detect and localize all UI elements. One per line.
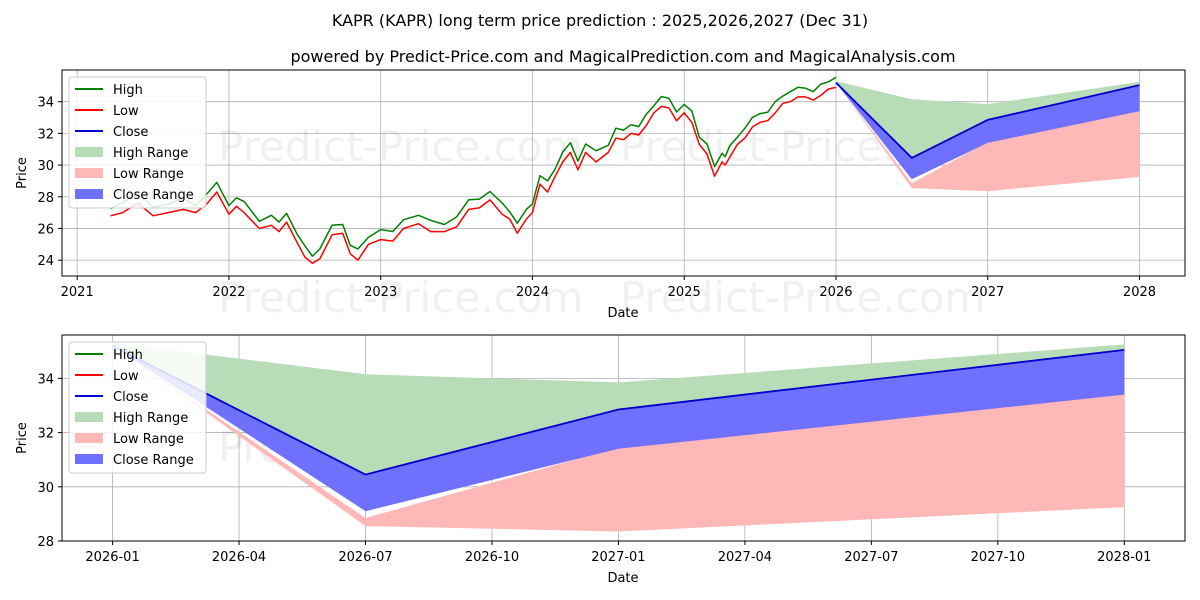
mid-watermark-right: Predict-Price.com xyxy=(620,273,985,322)
mid-watermark-left: Predict-Price.com xyxy=(218,273,583,322)
bottom-xtick-label: 2026-07 xyxy=(338,550,392,565)
top-ytick-label: 28 xyxy=(37,191,54,206)
bottom-legend-box xyxy=(68,341,207,474)
top-series xyxy=(110,76,1140,265)
top-legend: High Low Close High Range Low Range Close Ran… xyxy=(68,76,207,209)
bottom-ticks: 2026-01 2026-04 2026-07 2026-10 2027-01 2027-… xyxy=(37,372,1151,565)
top-ytick-label: 26 xyxy=(37,222,54,237)
top-xtick-label: 2023 xyxy=(364,285,397,300)
bottom-legend-swatch xyxy=(75,412,103,422)
bottom-xtick-label: 2026-04 xyxy=(212,550,266,565)
bottom-ytick-label: 34 xyxy=(37,372,54,387)
bottom-xlabel: Date xyxy=(607,571,638,586)
bottom-legend-swatch xyxy=(75,454,103,464)
top-close-line xyxy=(835,82,1140,159)
bottom-low-range-band xyxy=(112,345,1125,532)
bottom-legend: High Low Close High Range Low Range Close Ran… xyxy=(68,341,207,474)
top-legend-label: High xyxy=(113,83,143,98)
bottom-xtick-label: 2027-10 xyxy=(971,550,1025,565)
top-xtick-label: 2028 xyxy=(1123,285,1156,300)
bottom-ylabel: Price xyxy=(15,422,30,454)
top-legend-label: Low Range xyxy=(113,167,184,182)
bottom-series xyxy=(112,343,1125,532)
bottom-legend-label: Low Range xyxy=(113,432,184,447)
top-xtick-label: 2026 xyxy=(819,285,852,300)
bottom-ytick-label: 30 xyxy=(37,481,54,496)
top-xtick-label: 2025 xyxy=(668,285,701,300)
top-watermark-left: Predict-Price.com xyxy=(218,122,583,171)
top-low-line xyxy=(110,86,837,265)
top-ytick-label: 24 xyxy=(37,254,54,269)
top-xtick-label: 2024 xyxy=(516,285,549,300)
top-xtick-label: 2021 xyxy=(61,285,94,300)
chart-subtitle: powered by Predict-Price.com and Magical… xyxy=(290,47,955,66)
bottom-close-line xyxy=(112,344,1125,476)
bottom-xtick-label: 2027-01 xyxy=(591,550,645,565)
bottom-legend-label: High Range xyxy=(113,411,188,426)
top-high-line xyxy=(110,76,837,257)
top-legend-swatch xyxy=(75,168,103,178)
bottom-legend-label: Close Range xyxy=(113,453,194,468)
top-panel: Predict-Price.com Predict-Price.com Pred… xyxy=(15,69,1186,322)
bottom-ytick-label: 32 xyxy=(37,427,54,442)
top-ytick-label: 34 xyxy=(37,96,54,111)
top-xtick-label: 2027 xyxy=(971,285,1004,300)
bottom-xtick-label: 2027-07 xyxy=(844,550,898,565)
top-ytick-label: 30 xyxy=(37,159,54,174)
top-legend-swatch xyxy=(75,147,103,157)
bottom-xtick-label: 2026-01 xyxy=(85,550,139,565)
top-ticks: 2021 2022 2023 2024 2025 2026 2027 2028 24 26 28 30… xyxy=(37,96,1156,300)
top-ytick-label: 32 xyxy=(37,127,54,142)
top-legend-swatch xyxy=(75,189,103,199)
bottom-xtick-label: 2027-04 xyxy=(718,550,772,565)
top-legend-label: Close xyxy=(113,125,148,140)
bottom-close-range-band xyxy=(112,345,1125,512)
top-low-range-band xyxy=(836,82,1140,192)
top-legend-box xyxy=(68,76,207,209)
bottom-legend-label: Low xyxy=(113,369,139,384)
bottom-xtick-label: 2028-01 xyxy=(1097,550,1151,565)
bottom-panel: Predict-Price.com Predict-Price.com 2026… xyxy=(15,334,1186,586)
top-legend-label: Low xyxy=(113,104,139,119)
top-xlabel: Date xyxy=(607,306,638,321)
bottom-legend-label: Close xyxy=(113,390,148,405)
bottom-ytick-label: 28 xyxy=(37,535,54,550)
top-legend-label: High Range xyxy=(113,146,188,161)
top-close-range-band xyxy=(836,82,1140,180)
bottom-legend-swatch xyxy=(75,433,103,443)
top-ylabel: Price xyxy=(15,157,30,189)
top-xtick-label: 2022 xyxy=(212,285,245,300)
chart-title: KAPR (KAPR) long term price prediction :… xyxy=(332,11,868,30)
bottom-xtick-label: 2026-10 xyxy=(465,550,519,565)
bottom-plot-frame xyxy=(61,334,1186,542)
bottom-legend-label: High xyxy=(113,348,143,363)
top-legend-label: Close Range xyxy=(113,188,194,203)
top-plot-frame xyxy=(61,69,1186,277)
